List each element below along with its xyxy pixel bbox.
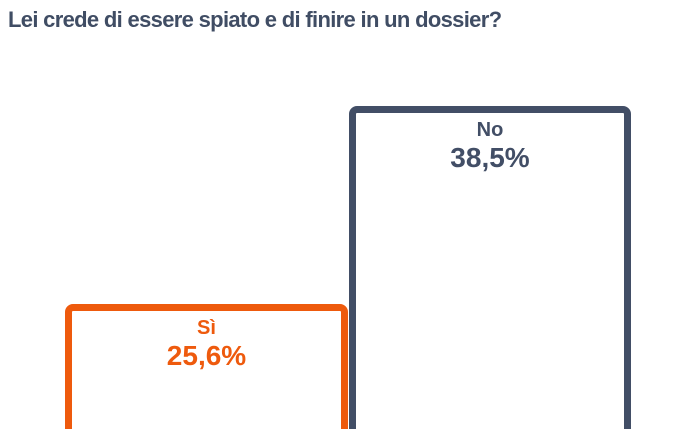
bar-no-category-label: No [476,119,504,141]
chart-title: Lei crede di essere spiato e di finire i… [8,7,502,32]
bar-si-category-label: Sì [197,317,216,339]
bar-si-value-label: 25,6% [166,340,247,371]
bar-si: Sì 25,6% [65,304,348,429]
bar-no-value-label: 38,5% [450,142,530,173]
bar-no: No 38,5% [349,106,631,429]
